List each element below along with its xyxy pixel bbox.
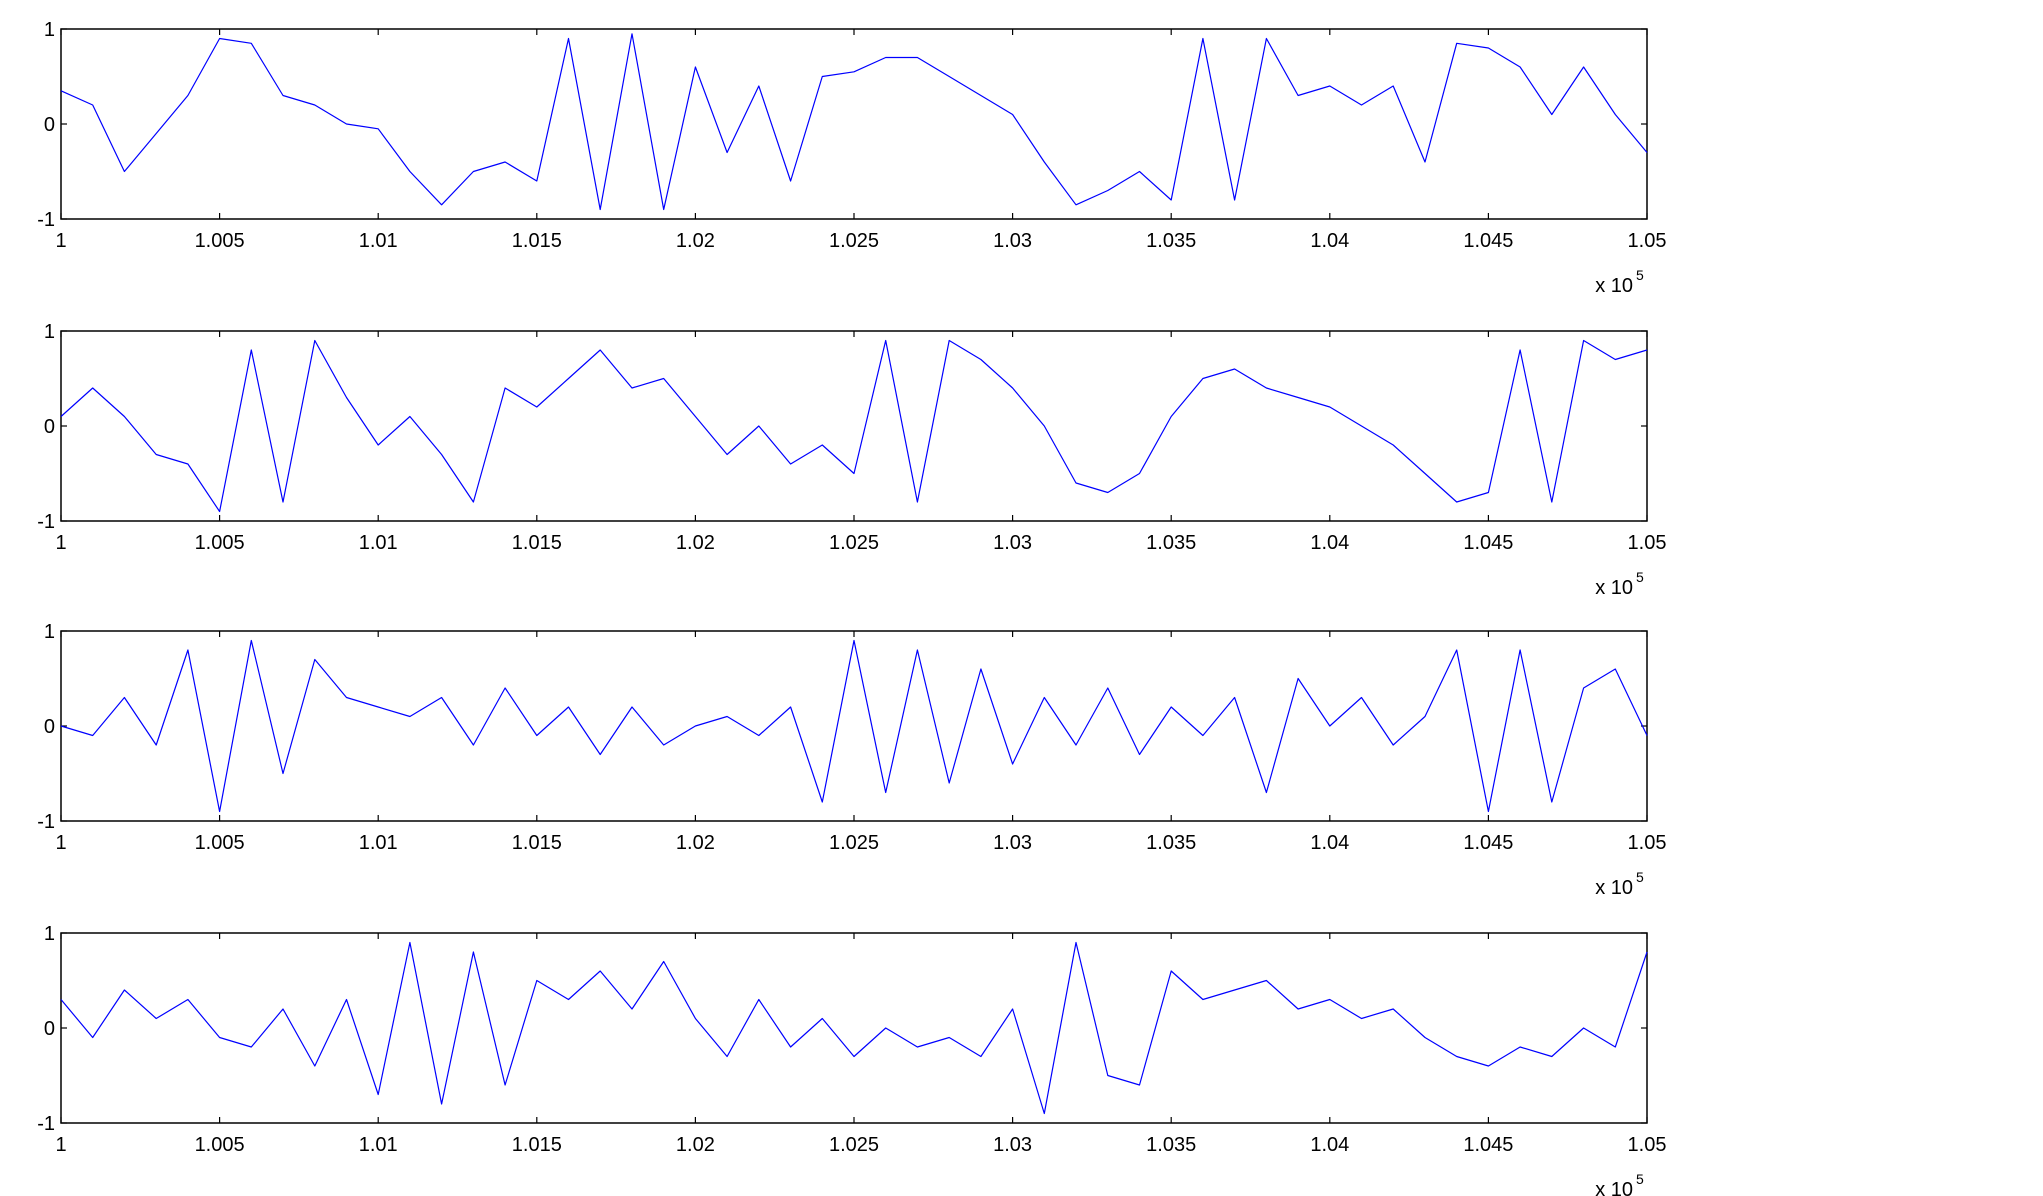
chart-3: -1 0 1 1 1.005 1.01 1.015 1.02 1.025 1.03 1.035 1.0… [37,621,1666,899]
y-tick-label: 0 [44,416,55,438]
series-line [60,33,1648,211]
chart-1: -1 0 1 1 1.005 1.01 1.015 1.02 1.025 1.03 1.035 1.0… [37,19,1666,297]
x-exponent-label: x 10 [1595,275,1633,297]
x-exponent-power: 5 [1636,1171,1644,1187]
x-tick-label: 1.05 [1628,1134,1667,1156]
x-exponent-label: x 10 [1595,577,1633,599]
x-tick-label: 1.035 [1146,532,1196,554]
x-tick-label: 1.01 [359,1134,398,1156]
x-tick-label: 1 [55,832,66,854]
x-tick-label: 1.04 [1310,230,1349,252]
y-tick-label: 1 [44,621,55,643]
x-exponent-power: 5 [1636,569,1644,585]
x-tick-label: 1.025 [829,1134,879,1156]
x-exponent-label: x 10 [1595,1179,1633,1196]
y-tick-label: -1 [37,1113,55,1135]
y-tick-label: -1 [37,811,55,833]
x-tick-label: 1 [55,230,66,252]
x-tick-label: 1.04 [1310,1134,1349,1156]
x-tick-label: 1.04 [1310,532,1349,554]
x-tick-label: 1.005 [195,832,245,854]
x-tick-label: 1.01 [359,832,398,854]
x-exponent-power: 5 [1636,869,1644,885]
y-tick-label: -1 [37,511,55,533]
x-exponent-label: x 10 [1595,877,1633,899]
x-tick-label: 1.025 [829,532,879,554]
x-tick-label: 1.025 [829,230,879,252]
chart-4: -1 0 1 1 1.005 1.01 1.015 1.02 1.025 1.03 1.035 1.0… [37,923,1666,1196]
x-tick-label: 1.035 [1146,1134,1196,1156]
x-tick-label: 1.03 [993,832,1032,854]
x-tick-label: 1.02 [676,230,715,252]
y-tick-label: -1 [37,209,55,231]
y-tick-label: 0 [44,114,55,136]
x-tick-label: 1.015 [512,832,562,854]
y-tick-label: 1 [44,923,55,945]
y-tick-label: 1 [44,321,55,343]
x-tick-label: 1.025 [829,832,879,854]
x-tick-label: 1.03 [993,532,1032,554]
x-tick-label: 1.015 [512,532,562,554]
x-tick-label: 1.02 [676,1134,715,1156]
y-tick-label: 1 [44,19,55,41]
x-tick-label: 1 [55,1134,66,1156]
x-tick-label: 1.04 [1310,832,1349,854]
x-tick-label: 1.05 [1628,532,1667,554]
x-tick-label: 1.045 [1463,1134,1513,1156]
x-tick-label: 1 [55,532,66,554]
x-tick-label: 1.01 [359,532,398,554]
y-tick-label: 0 [44,716,55,738]
x-tick-label: 1.045 [1463,532,1513,554]
series-line [60,639,1648,813]
series-line [60,941,1648,1115]
x-tick-label: 1.005 [195,1134,245,1156]
series-line [60,339,1648,513]
x-tick-label: 1.03 [993,230,1032,252]
x-tick-label: 1.02 [676,532,715,554]
x-tick-label: 1.035 [1146,230,1196,252]
x-tick-label: 1.005 [195,230,245,252]
x-tick-label: 1.05 [1628,230,1667,252]
x-exponent-power: 5 [1636,267,1644,283]
x-tick-label: 1.03 [993,1134,1032,1156]
x-tick-label: 1.045 [1463,230,1513,252]
y-tick-label: 0 [44,1018,55,1040]
x-tick-label: 1.035 [1146,832,1196,854]
x-tick-label: 1.005 [195,532,245,554]
x-tick-label: 1.02 [676,832,715,854]
x-tick-label: 1.01 [359,230,398,252]
x-tick-label: 1.05 [1628,832,1667,854]
x-tick-label: 1.015 [512,1134,562,1156]
chart-2: -1 0 1 1 1.005 1.01 1.015 1.02 1.025 1.03 1.035 1.0… [37,321,1666,599]
x-tick-label: 1.045 [1463,832,1513,854]
x-tick-label: 1.015 [512,230,562,252]
